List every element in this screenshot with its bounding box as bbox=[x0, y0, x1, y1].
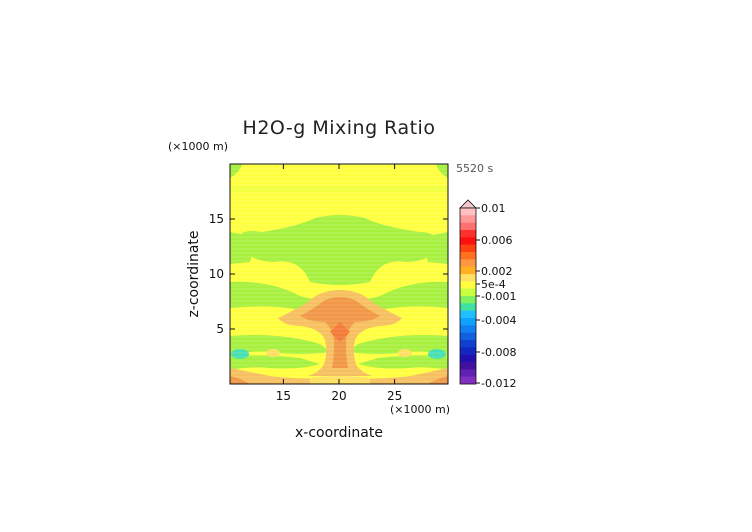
colorbar-label: -0.012 bbox=[481, 377, 516, 390]
colorbar-swatch bbox=[460, 296, 476, 304]
colorbar-label: -0.001 bbox=[481, 290, 516, 303]
colorbar-swatch bbox=[460, 208, 476, 216]
heatmap-field bbox=[230, 164, 448, 384]
colorbar-swatch bbox=[460, 230, 476, 238]
y-axis-ticks: 5 10 15 bbox=[209, 212, 448, 336]
colorbar-swatch bbox=[460, 303, 476, 311]
colorbar-label: 0.006 bbox=[481, 234, 513, 247]
colorbar-swatch bbox=[460, 244, 476, 253]
colorbar-label: -0.008 bbox=[481, 346, 516, 359]
colorbar-swatch bbox=[460, 347, 476, 355]
y-tick-label: 5 bbox=[216, 322, 224, 336]
colorbar-swatch bbox=[460, 266, 476, 275]
colorbar-swatch bbox=[460, 362, 476, 370]
colorbar-label: 0.002 bbox=[481, 265, 513, 278]
colorbar-swatch bbox=[460, 281, 476, 289]
colorbar-swatch bbox=[460, 259, 476, 267]
colorbar-swatch bbox=[460, 332, 476, 341]
colorbar-swatch bbox=[460, 274, 476, 282]
chart-title: H2O-g Mixing Ratio bbox=[243, 117, 436, 139]
colorbar-swatch bbox=[460, 222, 476, 231]
x-axis-ticks: 15 20 25 bbox=[276, 164, 402, 403]
colorbar-swatch bbox=[460, 376, 476, 385]
colorbar-swatch bbox=[460, 354, 476, 363]
colorbar-swatch bbox=[460, 288, 476, 297]
colorbar-swatch bbox=[460, 340, 476, 348]
y-tick-label: 15 bbox=[209, 212, 224, 226]
colorbar-swatch bbox=[460, 325, 476, 333]
colorbar-swatch bbox=[460, 252, 476, 260]
colorbar-swatch bbox=[460, 237, 476, 245]
colorbar-swatch bbox=[460, 318, 476, 326]
x-tick-label: 20 bbox=[331, 389, 346, 403]
x-tick-label: 15 bbox=[276, 389, 291, 403]
colorbar-swatch bbox=[460, 310, 476, 319]
colorbar-label: 5e-4 bbox=[481, 278, 506, 291]
x-axis-label: x-coordinate bbox=[295, 425, 383, 441]
colorbar-swatch bbox=[460, 369, 476, 377]
colorbar-triangle bbox=[459, 199, 477, 209]
y-axis-label: z-coordinate bbox=[186, 230, 202, 317]
x-tick-label: 25 bbox=[387, 389, 402, 403]
colorbar-label: 0.01 bbox=[481, 202, 506, 215]
y-tick-label: 10 bbox=[209, 267, 224, 281]
y-scale-label: (×1000 m) bbox=[168, 140, 228, 153]
shading-overlay bbox=[230, 164, 448, 384]
colorbar-swatch bbox=[460, 215, 476, 223]
x-scale-label: (×1000 m) bbox=[390, 403, 450, 416]
time-label: 5520 s bbox=[456, 162, 493, 175]
colorbar-label: -0.004 bbox=[481, 314, 516, 327]
